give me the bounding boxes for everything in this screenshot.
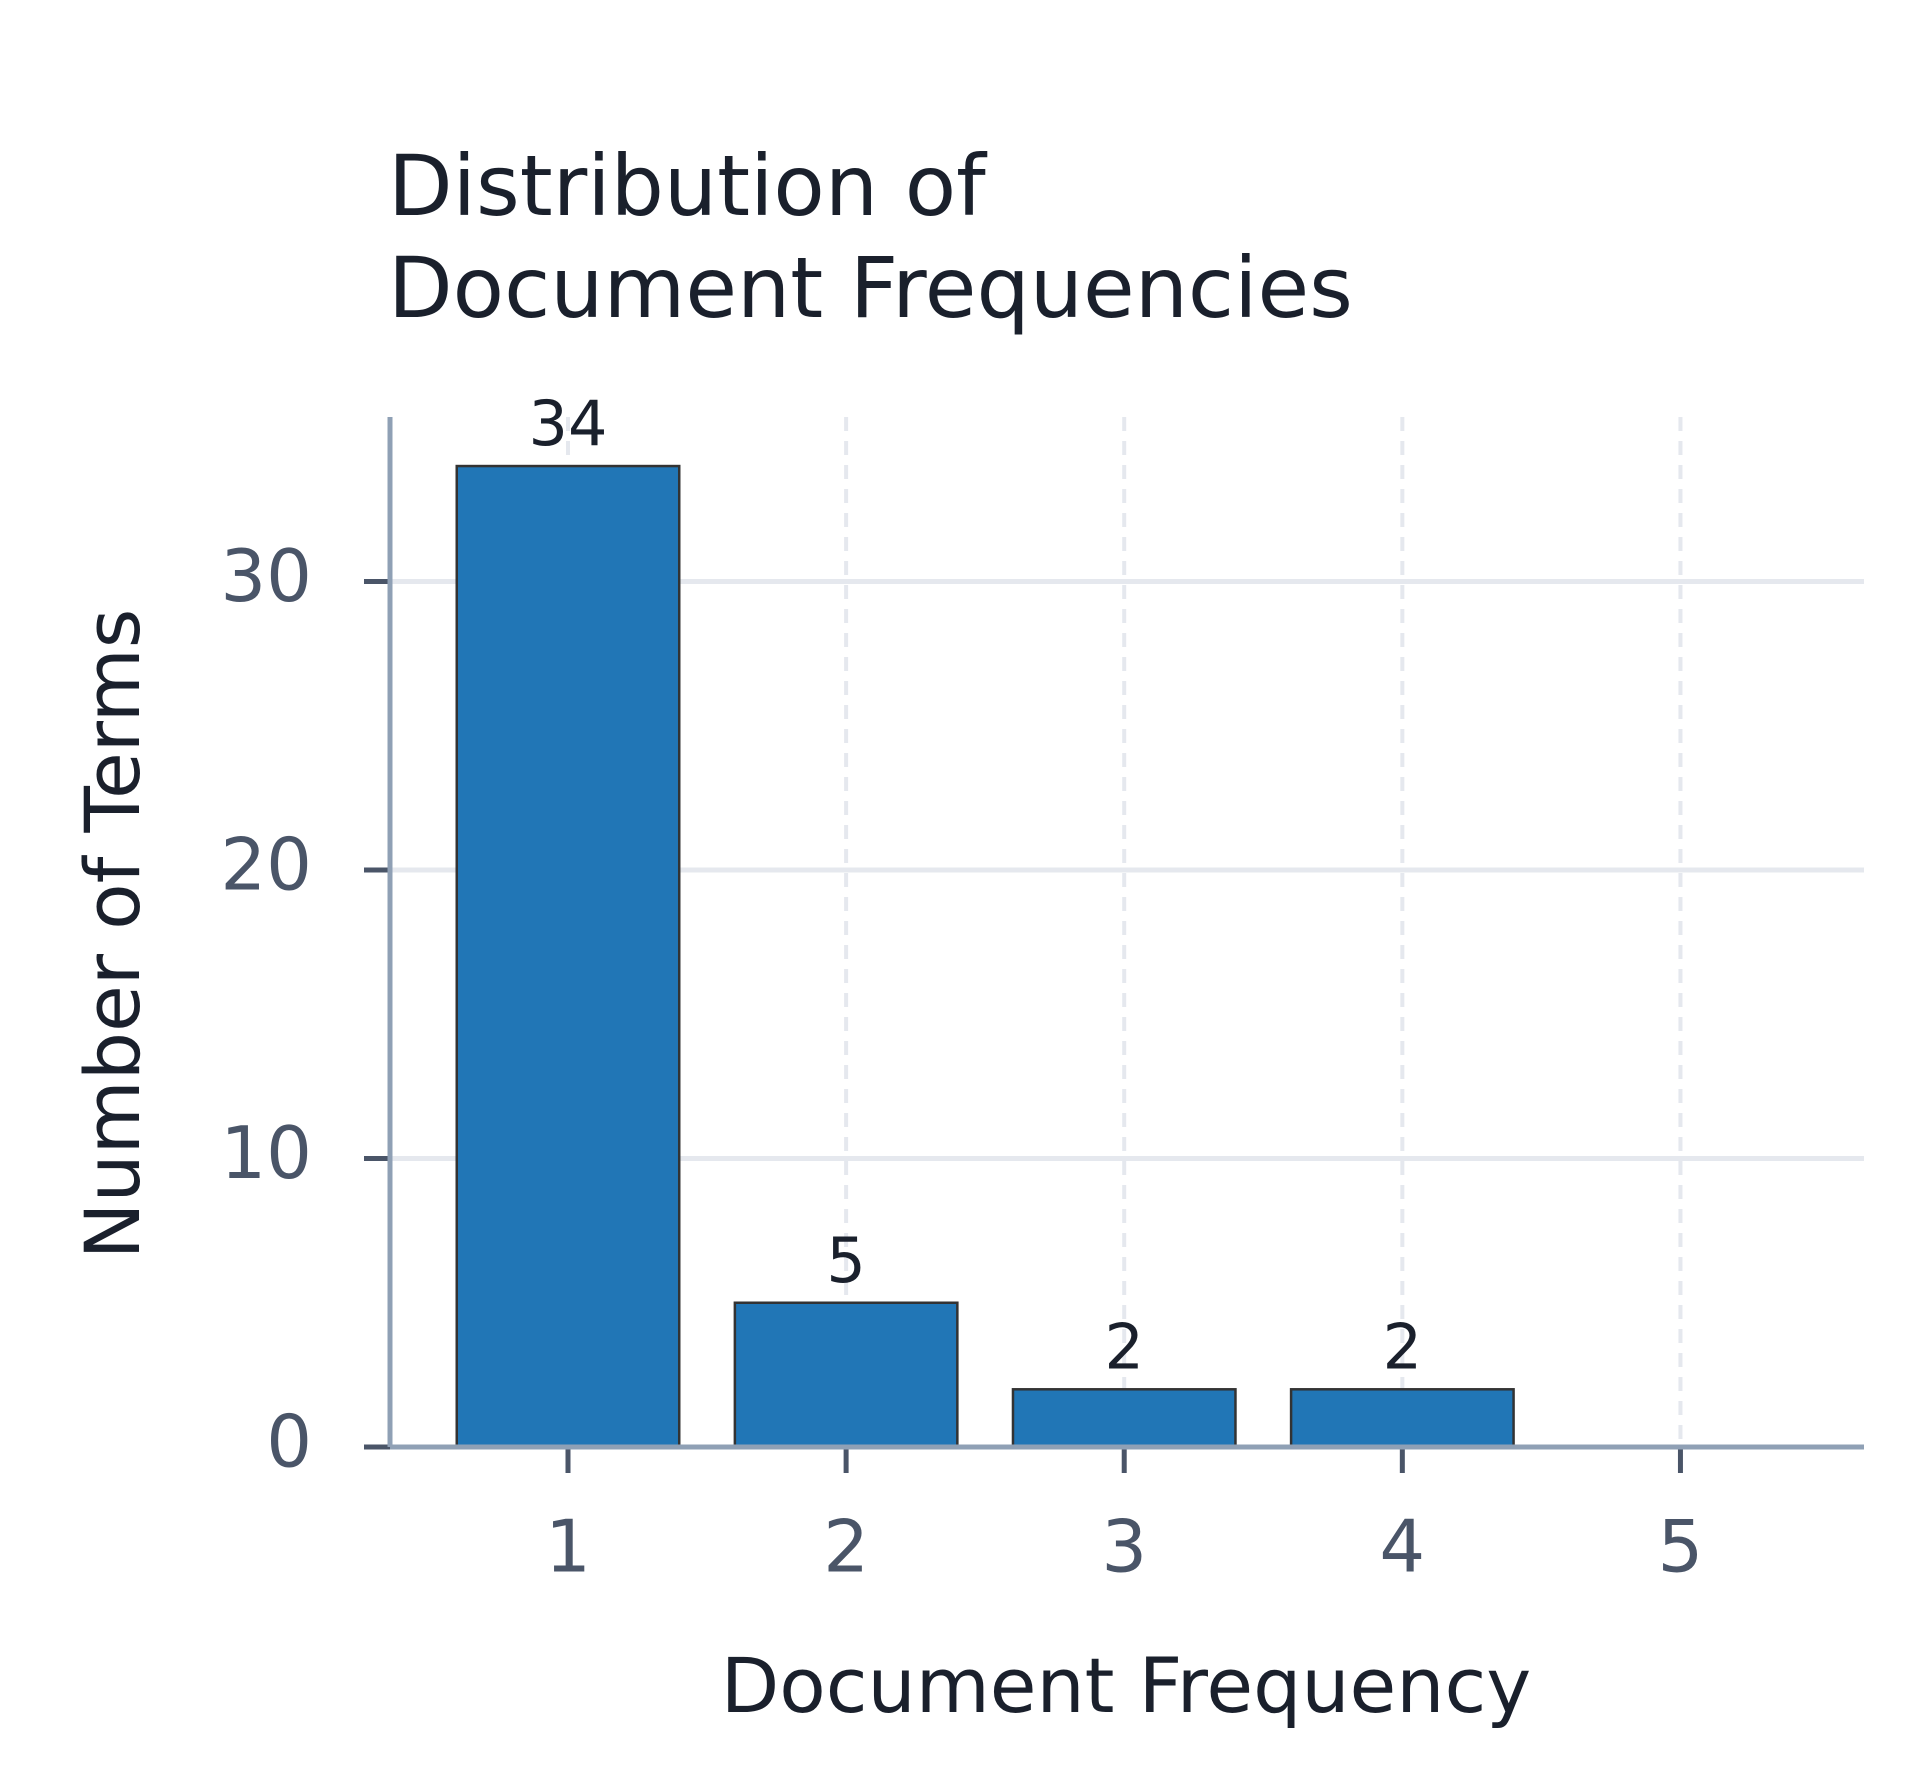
x-tick-label: 1 [545,1505,591,1589]
y-tick-label: 10 [220,1111,312,1195]
bar [1011,1388,1237,1449]
y-tick-label: 30 [220,534,312,618]
y-tick-label: 0 [266,1400,312,1484]
value-label: 5 [826,1224,865,1297]
bar [733,1301,959,1449]
x-tick-label: 5 [1658,1505,1704,1589]
y-tick-label: 20 [220,822,312,906]
x-tick-label: 4 [1379,1505,1425,1589]
value-label: 2 [1104,1310,1143,1383]
bar [1289,1388,1515,1449]
y-axis-label: Number of Terms [68,609,157,1260]
x-tick-label: 3 [1101,1505,1147,1589]
value-label: 2 [1383,1310,1422,1383]
chart-title: Distribution of Document Frequencies [388,137,1353,337]
x-tick-label: 2 [823,1505,869,1589]
value-label: 34 [529,387,608,460]
x-axis-label: Document Frequency [721,1641,1532,1730]
bar [455,464,681,1449]
